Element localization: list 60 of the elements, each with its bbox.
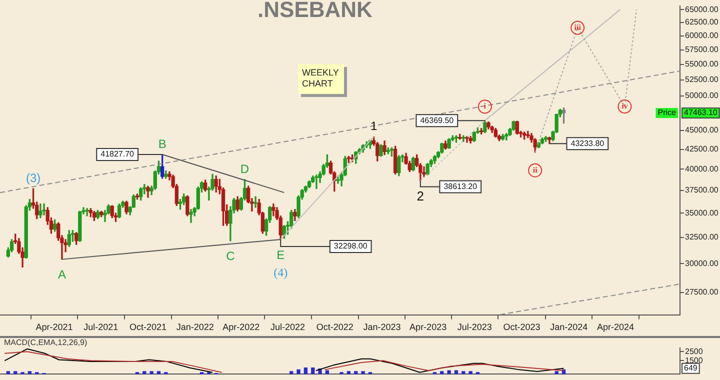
y-tick-label: 45000.00	[685, 126, 719, 135]
x-tick-label: Jan-2023	[363, 322, 401, 332]
annotation: ii	[532, 165, 538, 174]
line-series	[534, 9, 637, 153]
annotation: i	[484, 102, 487, 111]
x-tick-label: Apr-2023	[410, 322, 447, 332]
candlestick	[189, 208, 193, 223]
text: 649	[684, 364, 698, 373]
y-tick-label: 32500.00	[685, 232, 719, 242]
candlestick	[254, 196, 258, 208]
y-tick-label: 55000.00	[685, 60, 719, 69]
y-tick-label: 57500.00	[685, 45, 719, 54]
annotation: D	[240, 162, 250, 176]
annotation: 2	[416, 188, 424, 204]
text: MACD(C,EMA,12,26,9)	[4, 338, 88, 348]
x-tick-label: Jul-2022	[270, 322, 306, 332]
y-tick-label: 62500.00	[685, 18, 719, 27]
text: 47463.10	[684, 108, 718, 118]
y-tick-label: 35000.00	[685, 208, 719, 218]
annotation: (3)	[26, 170, 41, 185]
annotation: A	[58, 268, 66, 282]
y-tick-label: 52500.00	[685, 75, 719, 84]
y-tick-label: 40000.00	[685, 164, 719, 174]
annotation: E	[276, 248, 285, 262]
y-tick-label: 65000.00	[685, 4, 719, 14]
x-tick-label: Oct-2023	[503, 322, 540, 332]
y-tick-label: 60000.00	[685, 31, 719, 40]
annotation: C	[226, 249, 236, 264]
y-tick-label: 30000.00	[685, 258, 719, 268]
x-tick-label: Jan-2022	[176, 322, 214, 332]
y-tick-label: 42500.00	[685, 144, 719, 154]
x-tick-label: Jan-2024	[550, 322, 588, 332]
y-tick-label: 37500.00	[685, 186, 719, 195]
annotation: 43233.80	[570, 138, 605, 148]
y-tick-label: 1500	[685, 356, 704, 365]
chart-title: .NSEBANK	[258, 0, 373, 22]
x-tick-label: Oct-2021	[129, 322, 166, 332]
annotation: WEEKLY CHART	[302, 67, 339, 88]
annotation: 41827.70	[100, 150, 135, 159]
annotation: 1	[370, 119, 378, 134]
y-tick-label: 2500	[685, 346, 704, 356]
annotation: 46369.50	[420, 116, 454, 125]
candlestick	[85, 208, 89, 216]
candlestick	[42, 203, 46, 216]
x-tick-label: Apr-2024	[596, 322, 634, 332]
annotation: 38613.20	[444, 182, 478, 191]
candlestick	[526, 130, 530, 138]
annotation: B	[158, 136, 166, 151]
x-tick-label: Apr-2021	[36, 322, 73, 332]
annotation: Price	[658, 108, 677, 118]
x-tick-label: Apr-2022	[222, 322, 260, 332]
annotation: 32298.00	[334, 242, 368, 251]
annotation: iv	[622, 102, 628, 111]
x-tick-label: Oct-2022	[316, 322, 354, 332]
x-tick-label: Jul-2023	[457, 322, 492, 332]
y-tick-label: 27500.00	[685, 288, 719, 297]
x-tick-label: Jul-2021	[84, 322, 118, 332]
annotation: (4)	[274, 266, 288, 280]
annotation: iii	[574, 22, 582, 32]
y-tick-label: 50000.00	[685, 91, 719, 100]
